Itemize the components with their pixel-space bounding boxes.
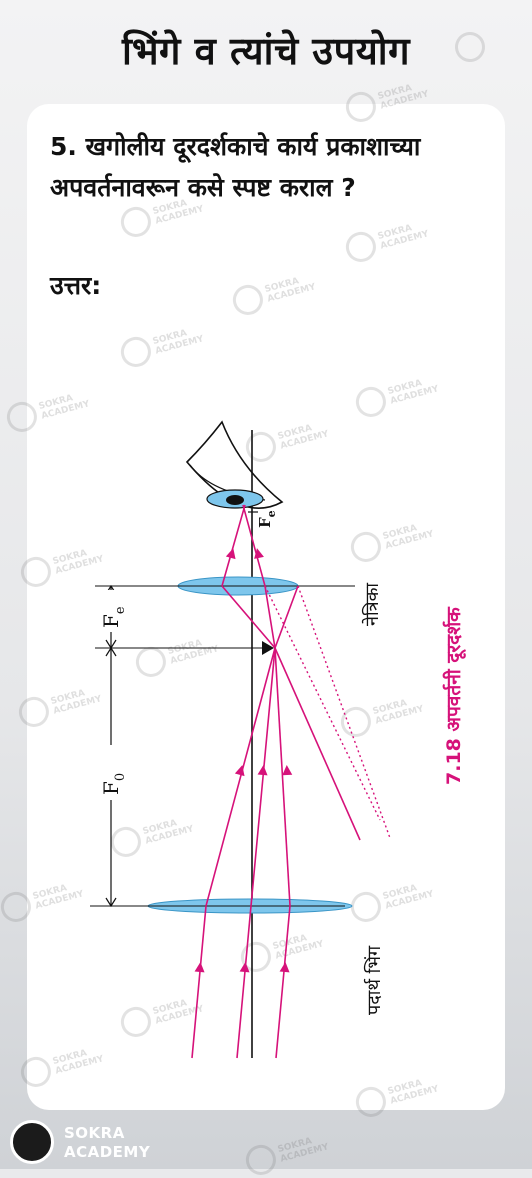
answer-label: उत्तर: — [50, 271, 102, 300]
footer-brand: SOKRA ACADEMY — [64, 1124, 151, 1161]
figure-caption: 7.18 अपवर्तनी दूरदर्शक — [442, 606, 467, 785]
image-arrow — [262, 641, 274, 655]
virtual-rays — [264, 585, 391, 839]
label-objective: पदार्थ भिंग — [363, 945, 385, 1015]
ray-arrows-lower — [194, 962, 290, 973]
eyepiece-rays — [221, 504, 361, 841]
page-title: भिंगे व त्यांचे उपयोग — [122, 29, 410, 73]
ray-arrows-middle — [234, 765, 293, 777]
question-text: 5. खगोलीय दूरदर्शकाचे कार्य प्रकाशाच्या … — [50, 132, 421, 202]
label-fe-side: Fe — [99, 606, 128, 628]
sokra-logo — [10, 1120, 54, 1164]
label-fe-top: Fe — [256, 510, 278, 528]
incident-rays — [191, 905, 291, 1059]
eye-icon — [185, 420, 284, 509]
label-f0: F0 — [99, 773, 128, 795]
ray-arrows-upper — [225, 548, 264, 560]
converging-rays — [205, 647, 291, 907]
label-eyepiece: नेत्रिका — [361, 583, 383, 626]
